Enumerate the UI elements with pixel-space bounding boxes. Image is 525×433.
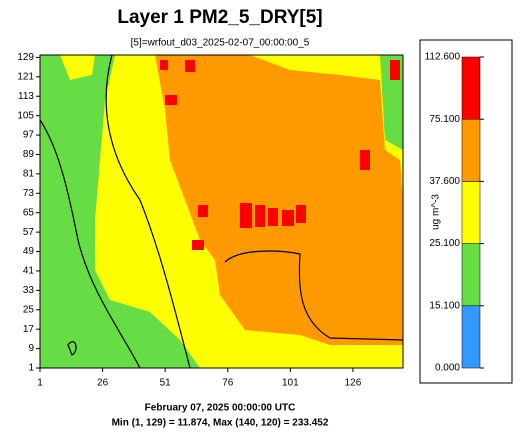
y-tick-label: 121 (17, 71, 34, 82)
y-tick-label: 9 (28, 343, 34, 354)
x-tick-label: 51 (160, 378, 172, 389)
x-tick-label: 76 (222, 378, 234, 389)
y-tick-label: 17 (23, 324, 35, 335)
x-tick-label: 101 (282, 378, 299, 389)
legend-swatch (461, 118, 481, 182)
footer-date: February 07, 2025 00:00:00 UTC (145, 403, 296, 414)
legend-swatch (461, 243, 481, 307)
y-tick-label: 25 (23, 304, 35, 315)
chart-title: Layer 1 PM2_5_DRY[5] (117, 7, 322, 28)
y-tick-label: 97 (23, 130, 35, 141)
chart-subtitle: [5]=wrfout_d03_2025-02-07_00:00:00_5 (131, 38, 310, 49)
map-field (39, 54, 404, 369)
field-zone (155, 55, 403, 345)
y-tick-label: 41 (23, 266, 35, 277)
legend-label: 0.000 (435, 363, 460, 374)
y-tick-label: 129 (17, 52, 34, 63)
y-tick-label: 81 (23, 169, 35, 180)
legend-label: 25.100 (429, 238, 460, 249)
y-tick-label: 1 (28, 363, 34, 374)
legend-box (419, 39, 513, 384)
x-tick-label: 26 (97, 378, 109, 389)
legend-swatch (461, 181, 481, 244)
legend-swatch (461, 56, 481, 120)
y-tick-label: 49 (23, 246, 35, 257)
y-tick-label: 113 (18, 91, 34, 102)
legend-label: 37.600 (429, 176, 460, 187)
legend-label: 75.100 (429, 114, 460, 125)
plot-frame (39, 54, 404, 369)
y-tick-label: 73 (23, 188, 35, 199)
legend-label: 112.600 (425, 52, 461, 63)
y-tick-label: 89 (23, 149, 35, 160)
y-tick-label: 105 (17, 110, 34, 121)
field-zone (60, 55, 95, 80)
x-tick-label: 1 (37, 378, 43, 389)
legend-title: ug m^-3 (431, 194, 442, 230)
field-hotspots (160, 60, 400, 250)
footer-stats: Min (1, 129) = 11.874, Max (140, 120) = … (112, 418, 329, 428)
legend-label: 15.100 (429, 300, 460, 311)
x-tick-label: 126 (345, 378, 362, 389)
y-tick-label: 65 (23, 207, 35, 218)
y-tick-label: 57 (23, 227, 35, 238)
boundaries (39, 54, 404, 369)
y-tick-label: 33 (23, 285, 35, 296)
legend-swatch (461, 305, 481, 369)
